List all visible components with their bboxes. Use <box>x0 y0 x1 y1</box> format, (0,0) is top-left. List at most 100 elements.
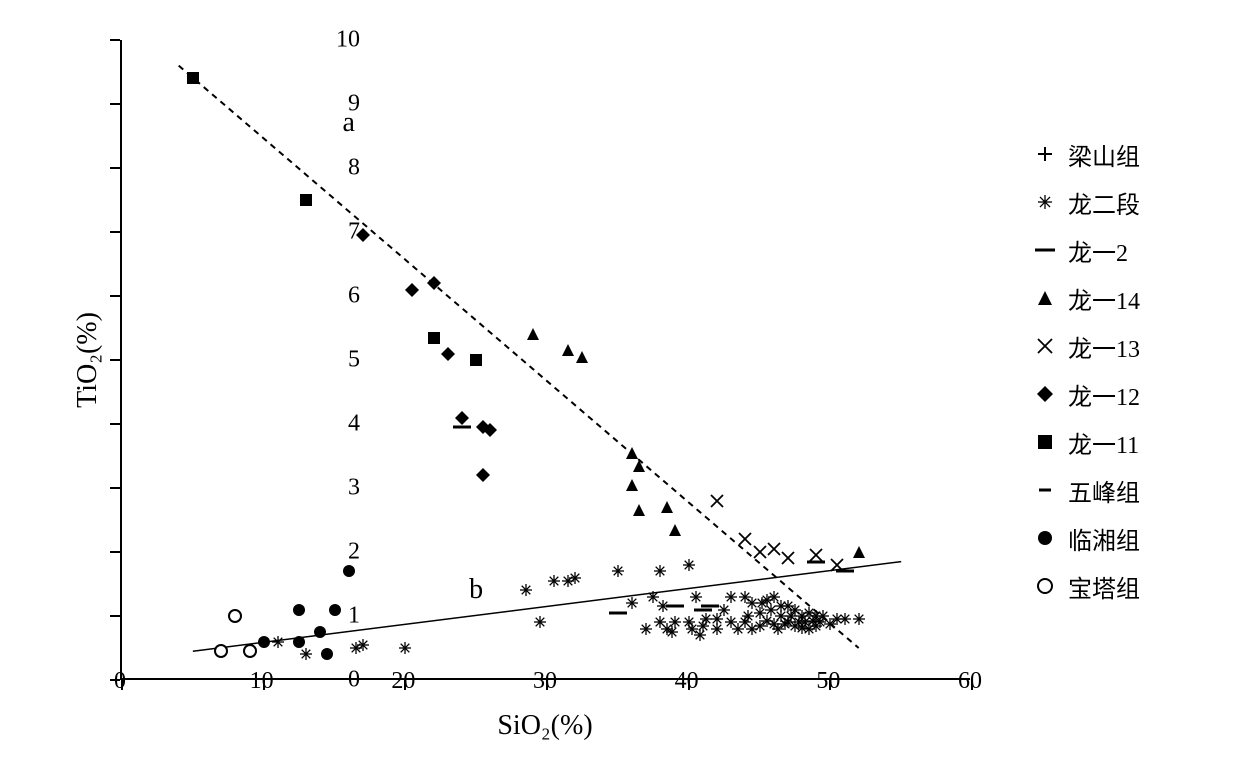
y-tick-label: 6 <box>348 283 360 310</box>
data-point <box>427 276 441 290</box>
data-point <box>681 557 697 573</box>
legend-label: 龙一2 <box>1068 233 1128 268</box>
y-axis-title: TiO₂(%) <box>72 312 104 408</box>
legend-marker-icon <box>1030 334 1060 358</box>
y-tick <box>110 615 120 617</box>
plot-area: ab <box>120 40 970 680</box>
y-tick-label: 10 <box>336 27 360 54</box>
x-tick-label: 0 <box>114 668 126 695</box>
data-point <box>610 563 626 579</box>
y-tick <box>110 359 120 361</box>
data-point <box>710 494 724 508</box>
legend-item: 龙一14 <box>1030 284 1140 312</box>
data-point <box>298 646 314 662</box>
legend-label: 龙一14 <box>1068 281 1140 316</box>
y-tick-label: 0 <box>348 667 360 694</box>
data-point <box>397 640 413 656</box>
legend-item: 龙一11 <box>1030 428 1140 456</box>
x-tick-label: 40 <box>675 668 699 695</box>
legend-label: 梁山组 <box>1068 137 1140 172</box>
data-point <box>292 635 306 649</box>
data-point <box>666 603 684 609</box>
y-tick <box>110 295 120 297</box>
data-point <box>567 570 583 586</box>
x-tick-label: 60 <box>958 668 982 695</box>
legend-item: 龙二段 <box>1030 188 1140 216</box>
data-point <box>518 582 534 598</box>
legend-marker-icon <box>1030 574 1060 598</box>
data-point <box>313 625 327 639</box>
y-tick <box>110 487 120 489</box>
y-tick-label: 7 <box>348 219 360 246</box>
data-point <box>292 603 306 617</box>
legend-marker-icon <box>1030 382 1060 406</box>
y-tick-label: 4 <box>348 411 360 438</box>
legend-marker-icon <box>1030 190 1060 214</box>
data-point <box>625 478 639 492</box>
data-point <box>428 332 440 344</box>
data-point <box>609 610 627 616</box>
data-point <box>320 647 334 661</box>
y-tick-label: 8 <box>348 155 360 182</box>
data-point <box>453 424 471 430</box>
data-point <box>668 523 682 537</box>
data-point <box>767 542 781 556</box>
data-point <box>470 354 482 366</box>
trend-line-a <box>179 66 859 648</box>
data-point <box>328 603 342 617</box>
legend-marker-icon <box>1030 430 1060 454</box>
legend-label: 龙一13 <box>1068 329 1140 364</box>
legend: 梁山组龙二段龙一2 龙一14 龙一13 龙一12 龙一11 五峰组临湘组宝塔组 <box>1030 140 1140 620</box>
data-point <box>660 500 674 514</box>
y-tick-label: 2 <box>348 539 360 566</box>
legend-item: 临湘组 <box>1030 524 1140 552</box>
data-point <box>688 589 704 605</box>
x-tick-label: 30 <box>533 668 557 695</box>
data-point <box>483 423 497 437</box>
legend-marker-icon <box>1030 142 1060 166</box>
y-tick <box>110 231 120 233</box>
data-point <box>214 644 228 658</box>
legend-item: 梁山组 <box>1030 140 1140 168</box>
y-tick-label: 5 <box>348 347 360 374</box>
y-tick <box>110 167 120 169</box>
x-axis-title: SiO₂(%) <box>497 710 592 742</box>
legend-label: 宝塔组 <box>1068 569 1140 604</box>
data-point <box>476 468 490 482</box>
data-point <box>270 634 286 650</box>
legend-item: 宝塔组 <box>1030 572 1140 600</box>
legend-marker-icon <box>1030 238 1060 262</box>
legend-label: 临湘组 <box>1068 521 1140 556</box>
data-point <box>532 614 548 630</box>
data-point <box>809 548 823 562</box>
data-point <box>300 194 312 206</box>
data-point <box>624 595 640 611</box>
y-tick-label: 9 <box>348 91 360 118</box>
data-point <box>852 545 866 559</box>
x-tick-label: 20 <box>391 668 415 695</box>
data-point <box>781 551 795 565</box>
data-point <box>441 347 455 361</box>
data-point <box>738 532 752 546</box>
data-point <box>405 283 419 297</box>
data-point <box>561 343 575 357</box>
y-tick-label: 1 <box>348 603 360 630</box>
legend-label: 龙一11 <box>1068 425 1139 460</box>
legend-label: 龙二段 <box>1068 185 1140 220</box>
legend-marker-icon <box>1030 478 1060 502</box>
legend-label: 龙一12 <box>1068 377 1140 412</box>
scatter-chart: ab 0 1 2 3 4 5 6 7 8 9 10 0 10 20 30 40 50 60 TiO₂(%) Si… <box>20 20 1220 750</box>
data-point <box>851 611 867 627</box>
legend-item: 龙一13 <box>1030 332 1140 360</box>
data-point <box>753 545 767 559</box>
y-tick <box>110 39 120 41</box>
data-point <box>228 609 242 623</box>
y-tick-label: 3 <box>348 475 360 502</box>
data-point <box>355 637 371 653</box>
y-tick <box>110 103 120 105</box>
legend-item: 五峰组 <box>1030 476 1140 504</box>
annotation-b: b <box>469 574 483 606</box>
y-tick <box>110 423 120 425</box>
x-tick-label: 10 <box>250 668 274 695</box>
x-tick-label: 50 <box>816 668 840 695</box>
